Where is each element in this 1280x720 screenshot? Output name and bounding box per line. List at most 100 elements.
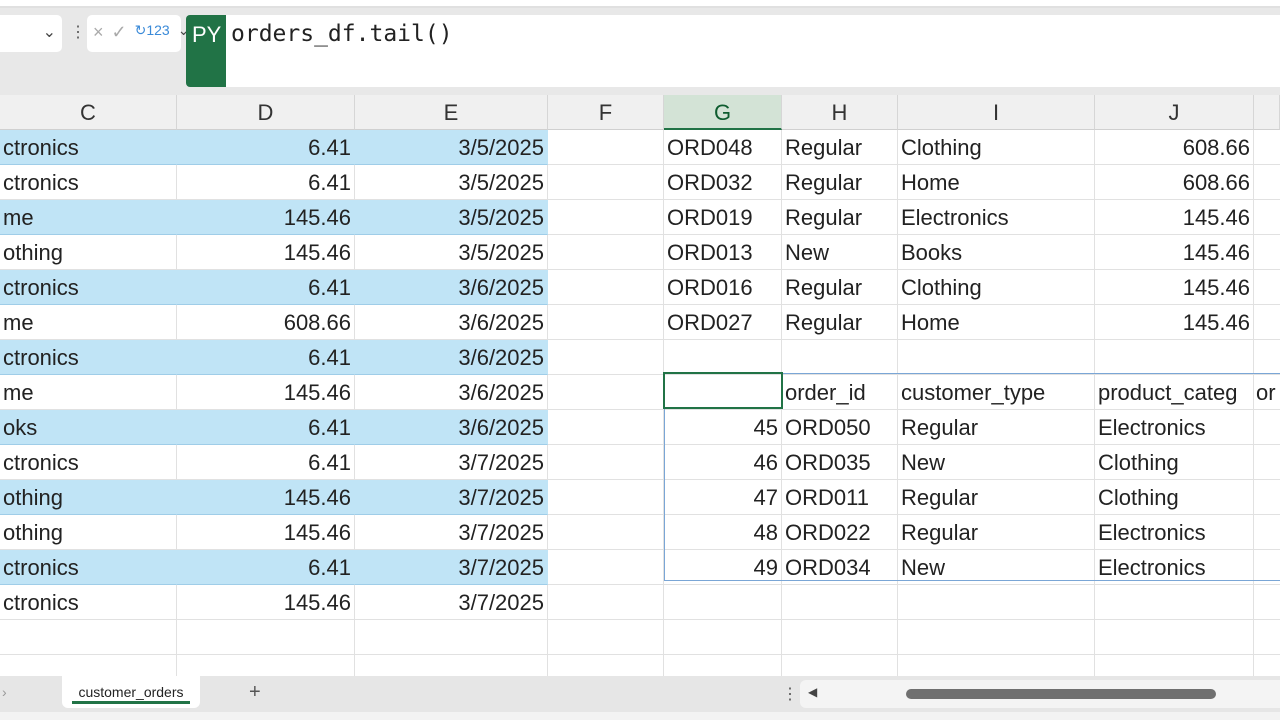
scrollbar-thumb[interactable] xyxy=(906,689,1216,699)
cell[interactable]: 6.41 xyxy=(177,340,355,375)
cell[interactable]: 145.46 xyxy=(177,375,355,410)
cell[interactable]: Electronics xyxy=(898,200,1095,235)
cell[interactable]: ORD048 xyxy=(664,130,782,165)
cell[interactable] xyxy=(1254,130,1280,165)
cell[interactable] xyxy=(1254,445,1280,480)
cell[interactable]: 45 xyxy=(664,410,782,445)
cell[interactable]: me xyxy=(0,200,177,235)
column-header-H[interactable]: H xyxy=(782,95,898,130)
cell[interactable] xyxy=(782,620,898,655)
cell[interactable]: 46 xyxy=(664,445,782,480)
cell[interactable]: Clothing xyxy=(1095,445,1254,480)
cell[interactable]: ORD013 xyxy=(664,235,782,270)
cell[interactable]: 145.46 xyxy=(1095,200,1254,235)
formula-input[interactable]: orders_df.tail() xyxy=(226,15,1280,87)
cell[interactable]: ctronics xyxy=(0,585,177,620)
sheet-tab-customer-orders[interactable]: customer_orders xyxy=(62,676,200,708)
cell[interactable]: ORD035 xyxy=(782,445,898,480)
cell[interactable]: Regular xyxy=(898,515,1095,550)
cell[interactable]: product_categ xyxy=(1095,375,1254,410)
cell[interactable]: 6.41 xyxy=(177,550,355,585)
cell[interactable]: 6.41 xyxy=(177,410,355,445)
column-header-K[interactable] xyxy=(1254,95,1280,130)
cell[interactable] xyxy=(548,165,664,200)
cell[interactable]: ORD032 xyxy=(664,165,782,200)
cell[interactable] xyxy=(1254,410,1280,445)
cell[interactable]: Regular xyxy=(782,200,898,235)
cell[interactable]: 3/7/2025 xyxy=(355,515,548,550)
cell[interactable] xyxy=(548,200,664,235)
cell[interactable] xyxy=(664,340,782,375)
cell[interactable] xyxy=(664,375,782,410)
cell[interactable]: 6.41 xyxy=(177,445,355,480)
cell[interactable] xyxy=(548,270,664,305)
cell[interactable]: othing xyxy=(0,480,177,515)
cancel-icon[interactable]: × xyxy=(93,22,104,42)
cell[interactable]: 145.46 xyxy=(177,480,355,515)
cell[interactable] xyxy=(782,585,898,620)
cell[interactable]: 6.41 xyxy=(177,270,355,305)
cell[interactable]: ORD027 xyxy=(664,305,782,340)
cell[interactable]: Electronics xyxy=(1095,410,1254,445)
add-sheet-button[interactable]: + xyxy=(249,681,261,703)
cell[interactable]: 145.46 xyxy=(1095,305,1254,340)
cell[interactable] xyxy=(548,410,664,445)
cell[interactable]: Regular xyxy=(898,480,1095,515)
cell[interactable]: 49 xyxy=(664,550,782,585)
chevron-down-icon[interactable]: ⌄ xyxy=(177,22,190,38)
cell[interactable]: 145.46 xyxy=(177,235,355,270)
cell[interactable] xyxy=(548,235,664,270)
cell[interactable]: 3/7/2025 xyxy=(355,550,548,585)
cell[interactable]: ctronics xyxy=(0,340,177,375)
cell[interactable]: ORD050 xyxy=(782,410,898,445)
cell[interactable] xyxy=(548,480,664,515)
more-icon[interactable]: ⋮ xyxy=(70,24,86,41)
cell[interactable]: Electronics xyxy=(1095,515,1254,550)
column-header-G[interactable]: G xyxy=(664,95,782,130)
cell[interactable]: Home xyxy=(898,165,1095,200)
cell[interactable] xyxy=(548,585,664,620)
cell[interactable]: or xyxy=(1254,375,1280,410)
cell[interactable] xyxy=(664,585,782,620)
cell[interactable]: ctronics xyxy=(0,270,177,305)
cell[interactable] xyxy=(1254,620,1280,655)
cell[interactable] xyxy=(548,340,664,375)
cell[interactable]: 608.66 xyxy=(1095,165,1254,200)
cell[interactable]: oks xyxy=(0,410,177,445)
cell[interactable]: New xyxy=(898,550,1095,585)
cell[interactable] xyxy=(1095,620,1254,655)
cell[interactable]: Electronics xyxy=(1095,550,1254,585)
cell[interactable]: Clothing xyxy=(898,130,1095,165)
cell[interactable] xyxy=(1254,515,1280,550)
cell[interactable]: 3/5/2025 xyxy=(355,130,548,165)
cell[interactable]: 145.46 xyxy=(1095,235,1254,270)
cell[interactable] xyxy=(664,620,782,655)
column-header-I[interactable]: I xyxy=(898,95,1095,130)
cell[interactable]: Regular xyxy=(782,165,898,200)
cell[interactable]: Books xyxy=(898,235,1095,270)
cell[interactable]: 47 xyxy=(664,480,782,515)
cell[interactable] xyxy=(548,445,664,480)
cell[interactable] xyxy=(1254,200,1280,235)
cell[interactable]: 3/5/2025 xyxy=(355,165,548,200)
cell[interactable] xyxy=(548,375,664,410)
cell[interactable] xyxy=(1254,165,1280,200)
cell[interactable]: ctronics xyxy=(0,550,177,585)
cell[interactable] xyxy=(548,305,664,340)
cell[interactable] xyxy=(1254,480,1280,515)
cell[interactable]: ORD019 xyxy=(664,200,782,235)
cell[interactable]: ORD016 xyxy=(664,270,782,305)
cell[interactable]: Clothing xyxy=(898,270,1095,305)
cell[interactable]: me xyxy=(0,305,177,340)
cell[interactable]: Regular xyxy=(782,270,898,305)
cell[interactable]: 3/6/2025 xyxy=(355,305,548,340)
cell[interactable]: ctronics xyxy=(0,165,177,200)
cell[interactable]: ctronics xyxy=(0,130,177,165)
column-header-E[interactable]: E xyxy=(355,95,548,130)
cell[interactable] xyxy=(177,620,355,655)
cell[interactable]: 3/6/2025 xyxy=(355,410,548,445)
cell[interactable]: ORD022 xyxy=(782,515,898,550)
cell[interactable]: Regular xyxy=(782,305,898,340)
cell[interactable]: 6.41 xyxy=(177,130,355,165)
horizontal-scrollbar[interactable]: ◀ xyxy=(800,680,1280,708)
